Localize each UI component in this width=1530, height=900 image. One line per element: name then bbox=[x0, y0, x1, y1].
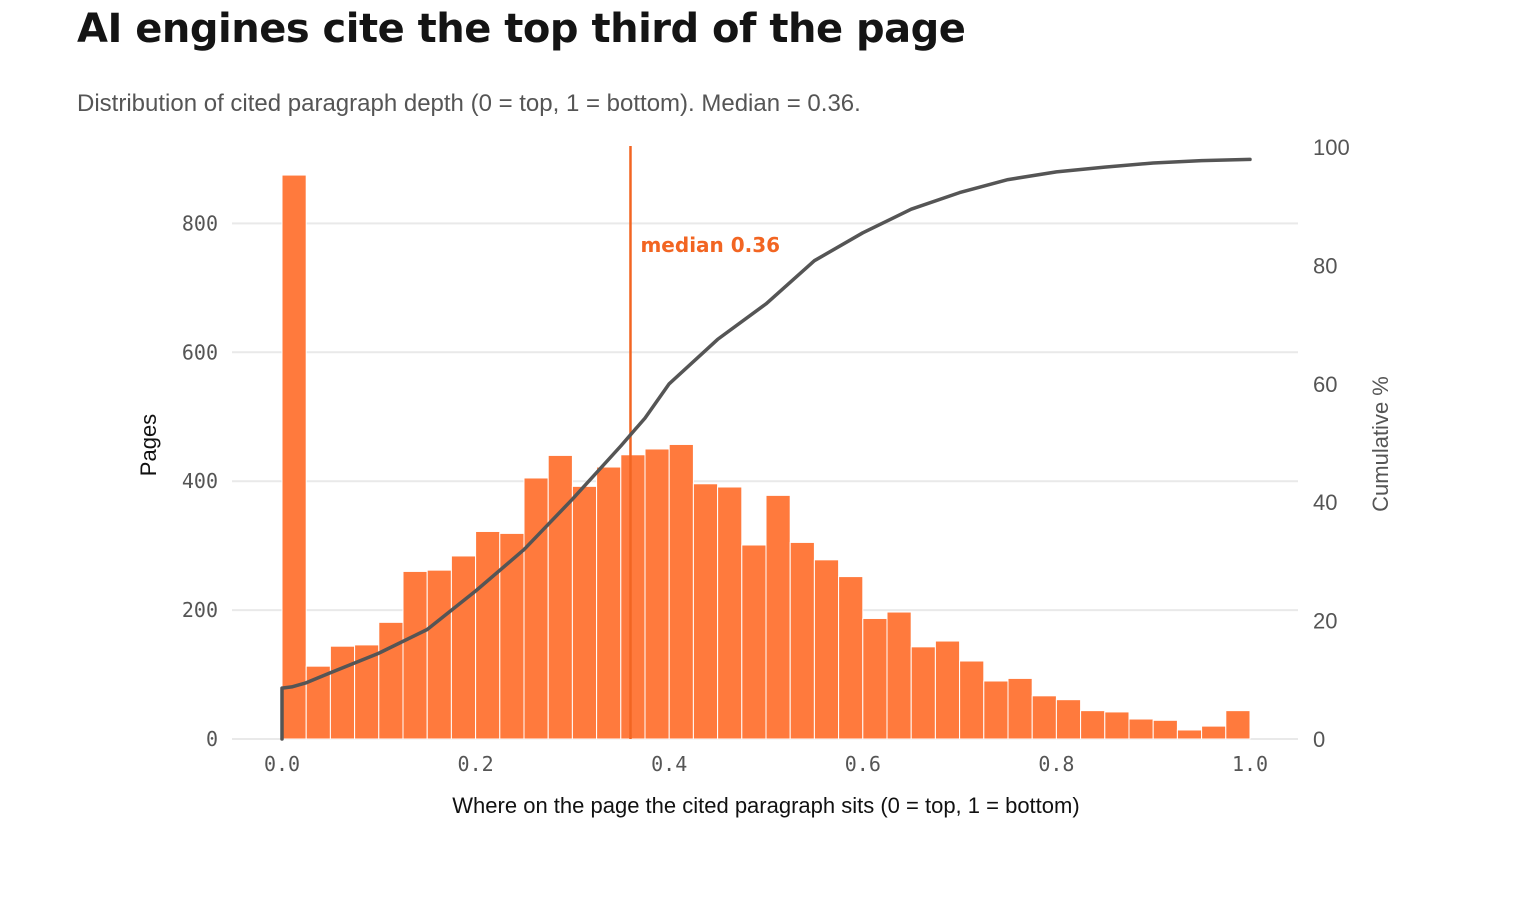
histogram-bar bbox=[571, 485, 598, 740]
histogram-bar bbox=[765, 494, 791, 740]
histogram-bar bbox=[402, 570, 428, 740]
histogram-bar bbox=[644, 448, 670, 740]
histogram-bar bbox=[886, 611, 912, 740]
histogram-bar bbox=[1007, 677, 1033, 740]
histogram-bar bbox=[668, 443, 694, 740]
histogram-bar bbox=[910, 646, 936, 740]
histogram-bar bbox=[813, 559, 840, 740]
histogram-bar bbox=[378, 621, 404, 740]
chart-subtitle: Distribution of cited paragraph depth (0… bbox=[77, 90, 861, 117]
histogram-bar bbox=[1104, 711, 1130, 740]
histogram-bar bbox=[523, 477, 549, 740]
histogram-bar bbox=[475, 530, 501, 740]
y-axis-label: Pages bbox=[136, 414, 161, 476]
x-axis-label: Where on the page the cited paragraph si… bbox=[452, 793, 1079, 818]
histogram-bar bbox=[281, 174, 307, 740]
x-tick-label: 0.0 bbox=[264, 752, 300, 776]
y2-tick-label: 0 bbox=[1313, 727, 1325, 752]
histogram-bar bbox=[329, 645, 356, 740]
histogram-bar bbox=[450, 555, 477, 740]
histogram-bar bbox=[1128, 718, 1154, 740]
histogram-bar bbox=[741, 544, 767, 740]
histogram-bar bbox=[862, 617, 888, 740]
histogram-bar bbox=[1176, 729, 1203, 740]
chart-title: AI engines cite the top third of the pag… bbox=[77, 6, 966, 52]
x-tick-label: 0.4 bbox=[651, 752, 687, 776]
y2-axis-label: Cumulative % bbox=[1368, 376, 1393, 512]
y2-tick-label: 80 bbox=[1313, 253, 1337, 278]
x-tick-label: 1.0 bbox=[1232, 752, 1268, 776]
histogram-bar bbox=[1080, 710, 1106, 740]
histogram-bar bbox=[1201, 725, 1227, 740]
x-tick-label: 0.8 bbox=[1038, 752, 1074, 776]
y-tick-label: 400 bbox=[182, 469, 218, 493]
histogram-bar bbox=[692, 483, 719, 740]
y2-tick-label: 100 bbox=[1313, 135, 1350, 160]
histogram-bar bbox=[934, 640, 961, 740]
histogram-bar bbox=[789, 541, 815, 740]
y-tick-label: 0 bbox=[206, 727, 218, 751]
histogram-bar bbox=[717, 486, 743, 740]
x-tick-label: 0.2 bbox=[458, 752, 494, 776]
histogram-bar bbox=[499, 532, 525, 740]
median-marker: median 0.36 bbox=[629, 146, 780, 739]
histogram-bar bbox=[1055, 699, 1082, 740]
histogram-bar bbox=[426, 569, 452, 740]
histogram-bars bbox=[281, 174, 1251, 740]
histogram-bar bbox=[1031, 695, 1057, 740]
y-tick-label: 200 bbox=[182, 598, 218, 622]
cumulative-line-group bbox=[280, 157, 1252, 741]
histogram-bar bbox=[1152, 719, 1178, 740]
histogram-bar bbox=[838, 576, 864, 740]
x-tick-label: 0.6 bbox=[845, 752, 881, 776]
y2-tick-label: 20 bbox=[1313, 609, 1337, 634]
cumulative-line bbox=[280, 157, 1252, 741]
histogram-bar bbox=[620, 454, 646, 740]
y-tick-label: 800 bbox=[182, 211, 218, 235]
histogram-bar bbox=[596, 466, 622, 740]
histogram-bar bbox=[1225, 710, 1251, 740]
y-tick-label: 600 bbox=[182, 340, 218, 364]
histogram-bar bbox=[983, 680, 1009, 740]
histogram-bar bbox=[547, 454, 573, 740]
y2-tick-label: 40 bbox=[1313, 490, 1337, 515]
y2-tick-label: 60 bbox=[1313, 372, 1337, 397]
median-label: median 0.36 bbox=[640, 233, 780, 257]
histogram-bar bbox=[959, 660, 985, 740]
axis-ticks: 0 200 400 600 800 0.0 0.2 0.4 0.6 0.8 1.0 0 20 40 60 80… bbox=[182, 135, 1350, 776]
